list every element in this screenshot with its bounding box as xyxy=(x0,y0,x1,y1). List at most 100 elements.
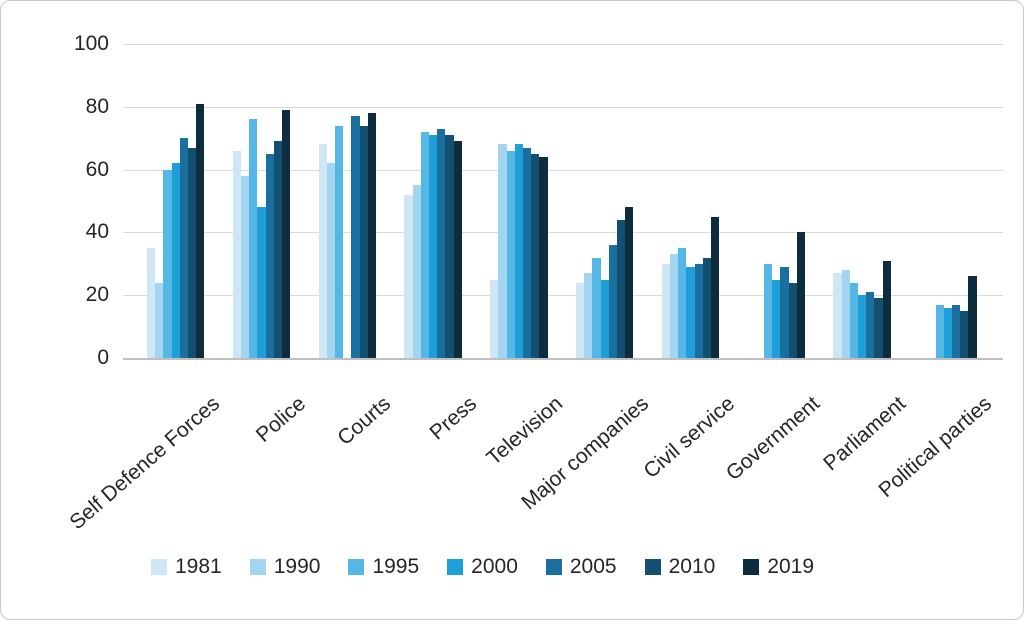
bar-2019-civil-service xyxy=(711,216,720,358)
bar-2010-television xyxy=(531,153,540,358)
bar-1981-television xyxy=(490,279,499,358)
bar-2005-political-parties xyxy=(952,304,961,358)
legend-item-2019: 2019 xyxy=(743,555,814,579)
bar-2000-civil-service xyxy=(686,266,695,358)
gridline-40 xyxy=(123,232,1003,234)
bar-1995-major-companies xyxy=(592,257,601,358)
legend-item-1990: 1990 xyxy=(249,555,321,579)
bar-2005-courts xyxy=(351,116,360,358)
bar-2019-press xyxy=(453,141,462,358)
bar-2005-police xyxy=(265,153,274,358)
bar-1995-television xyxy=(506,150,515,358)
bar-1981-major-companies xyxy=(576,282,585,358)
legend-label-1990: 1990 xyxy=(273,555,321,578)
bar-2019-police xyxy=(282,109,291,358)
bar-1981-police xyxy=(232,150,241,358)
legend-swatch-icon-2010 xyxy=(644,559,661,575)
bar-1990-major-companies xyxy=(584,273,593,358)
bar-2010-police xyxy=(273,141,282,358)
bar-2000-television xyxy=(514,144,523,358)
bar-1995-civil-service xyxy=(678,248,687,358)
legend: 1981 1990 1995 2000 2005 2010 2019 xyxy=(151,552,814,582)
y-tick-label-0: 0 xyxy=(97,346,109,369)
bar-2019-government xyxy=(796,232,805,358)
bar-2019-political-parties xyxy=(968,276,977,358)
bar-1981-press xyxy=(404,194,413,358)
bar-2000-government xyxy=(772,279,781,358)
bar-2019-major-companies xyxy=(625,207,634,358)
bar-2010-major-companies xyxy=(617,219,626,358)
bar-2000-police xyxy=(257,207,266,358)
bar-1990-courts xyxy=(326,163,335,358)
legend-item-2005: 2005 xyxy=(545,555,617,579)
bar-2000-political-parties xyxy=(943,307,952,358)
y-tick-label-40: 40 xyxy=(85,220,109,244)
bar-2010-self-defence-forces xyxy=(188,147,197,358)
bar-2005-government xyxy=(780,266,789,358)
bar-1981-courts xyxy=(318,144,327,358)
bar-2010-courts xyxy=(359,125,368,358)
bar-2010-parliament xyxy=(874,298,883,358)
legend-label-2010: 2010 xyxy=(668,555,716,578)
legend-swatch-icon-1990 xyxy=(249,559,266,575)
y-tick-label-20: 20 xyxy=(85,283,109,307)
bar-2005-parliament xyxy=(866,292,875,358)
bar-2005-press xyxy=(437,128,446,358)
legend-label-1981: 1981 xyxy=(175,555,222,578)
bar-2019-self-defence-forces xyxy=(196,103,205,358)
legend-swatch-icon-2000 xyxy=(447,559,464,575)
bar-2019-parliament xyxy=(882,260,891,358)
gridline-20 xyxy=(123,295,1003,297)
bar-1995-police xyxy=(249,119,258,358)
bar-1995-parliament xyxy=(849,282,858,358)
y-tick-label-60: 60 xyxy=(85,157,109,181)
bar-2000-major-companies xyxy=(600,279,609,358)
gridline-100 xyxy=(123,44,1003,45)
legend-label-2000: 2000 xyxy=(471,555,518,578)
bar-1990-police xyxy=(241,175,250,358)
legend-item-2010: 2010 xyxy=(644,555,716,579)
bar-2010-government xyxy=(788,282,797,358)
bar-1990-parliament xyxy=(841,270,850,358)
legend-label-2019: 2019 xyxy=(767,555,815,578)
legend-swatch-icon-1981 xyxy=(151,559,167,575)
legend-item-1981: 1981 xyxy=(151,555,222,579)
bar-2005-major-companies xyxy=(608,244,617,358)
legend-swatch-icon-2005 xyxy=(545,559,562,575)
bar-1995-government xyxy=(764,263,773,358)
bar-1990-self-defence-forces xyxy=(155,282,164,358)
bar-1990-civil-service xyxy=(670,254,679,358)
bar-2005-self-defence-forces xyxy=(179,138,188,358)
bar-2005-civil-service xyxy=(694,263,703,358)
bar-1981-civil-service xyxy=(661,263,670,358)
gridline-60 xyxy=(123,169,1003,171)
bar-1981-self-defence-forces xyxy=(147,248,156,358)
bar-2000-parliament xyxy=(858,295,867,358)
bar-2000-self-defence-forces xyxy=(171,163,180,358)
bar-1995-courts xyxy=(335,125,344,358)
legend-item-1995: 1995 xyxy=(348,555,419,579)
legend-swatch-icon-2019 xyxy=(743,559,760,575)
bar-2019-courts xyxy=(367,113,376,358)
legend-label-1995: 1995 xyxy=(372,555,420,578)
y-tick-label-100: 100 xyxy=(73,32,109,55)
bar-2019-television xyxy=(539,157,548,358)
gridline-80 xyxy=(123,106,1003,108)
bar-2010-political-parties xyxy=(960,310,969,358)
bar-1990-television xyxy=(498,144,507,358)
bar-1990-press xyxy=(412,185,421,358)
bar-2005-television xyxy=(523,147,532,358)
legend-swatch-icon-1995 xyxy=(348,559,365,575)
legend-item-2000: 2000 xyxy=(447,555,518,579)
bar-1981-parliament xyxy=(833,273,842,358)
bar-1995-press xyxy=(420,131,429,358)
bar-1995-political-parties xyxy=(935,304,944,358)
x-axis-line xyxy=(123,358,1003,360)
bar-2010-civil-service xyxy=(702,257,711,358)
bar-2000-press xyxy=(429,135,438,358)
legend-label-2005: 2005 xyxy=(569,555,617,578)
y-tick-label-80: 80 xyxy=(85,94,109,118)
bar-2010-press xyxy=(445,135,454,358)
bar-1995-self-defence-forces xyxy=(163,169,172,358)
